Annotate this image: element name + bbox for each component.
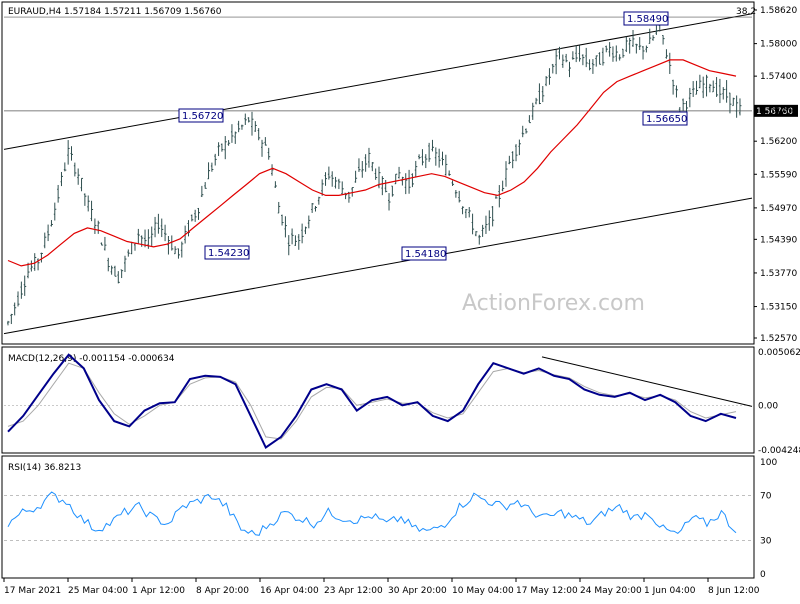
swing-label-text: 1.58490 xyxy=(627,14,668,25)
channel-lower-line xyxy=(3,197,753,335)
time-axis-tick: 8 Jun 12:00 xyxy=(708,586,760,596)
price-axis-tick: 1.54970 xyxy=(760,204,797,214)
price-axis-tick: 1.55590 xyxy=(760,170,797,180)
rsi-axis-tick: 70 xyxy=(760,492,772,502)
time-axis-tick: 1 Apr 12:00 xyxy=(132,586,185,596)
price-axis-tick: 1.56200 xyxy=(760,137,797,147)
macd-header: MACD(12,26,9) -0.001154 -0.000634 xyxy=(8,354,175,364)
price-axis-tick: 1.56760 xyxy=(760,107,797,117)
moving-average-line xyxy=(7,59,737,267)
swing-label-box xyxy=(623,11,669,26)
swing-price-label: 1.54180 xyxy=(401,246,447,261)
price-series-layer: 1.56720 1.54230 1.54180 1.58490 1.56650 1.567… xyxy=(3,11,798,335)
macd-main-line xyxy=(7,353,737,449)
time-axis-tick: 24 May 20:00 xyxy=(580,586,642,596)
swing-price-label: 1.54230 xyxy=(204,245,250,260)
swing-price-label: 1.56720 xyxy=(178,108,224,123)
swing-label-text: 1.54230 xyxy=(208,248,249,259)
swing-label-box xyxy=(401,246,447,261)
macd-axis-tick: 0.00 xyxy=(758,401,778,411)
current-price-tag xyxy=(754,104,798,117)
swing-price-label: 1.56650 xyxy=(642,111,688,126)
rsi-axis-tick: 0 xyxy=(760,570,766,580)
axis-labels-layer: 1.58620 1.58000 1.57400 1.56760 1.56200 1.555… xyxy=(3,6,800,596)
macd-signal-line xyxy=(7,362,737,440)
rsi-series-layer xyxy=(4,491,752,541)
fib-label: 38.2 xyxy=(736,7,756,17)
rsi-pane xyxy=(1,455,755,579)
swing-label-text: 1.56720 xyxy=(182,111,223,122)
time-axis-tick: 17 Mar 2021 xyxy=(4,586,61,596)
swing-price-label: 1.58490 xyxy=(623,11,669,26)
macd-trend-line xyxy=(541,356,753,407)
time-axis-tick: 30 Apr 20:00 xyxy=(388,586,447,596)
rsi-axis-tick: 30 xyxy=(760,536,772,546)
price-axis-tick: 1.53770 xyxy=(760,269,797,279)
price-axis-tick: 1.57400 xyxy=(760,72,797,82)
macd-axis-tick: -0.004248 xyxy=(758,446,800,456)
time-axis-tick: 8 Apr 20:00 xyxy=(196,586,249,596)
price-axis-tick: 1.58620 xyxy=(760,6,797,16)
price-axis-tick: 1.58000 xyxy=(760,40,797,50)
current-price-text: 1.56760 xyxy=(756,107,793,117)
swing-label-box xyxy=(642,111,688,126)
macd-pane xyxy=(1,346,755,454)
price-axis-tick: 1.54390 xyxy=(760,235,797,245)
time-axis-tick: 10 May 04:00 xyxy=(452,586,514,596)
time-axis-tick: 23 Apr 12:00 xyxy=(324,586,383,596)
price-pane xyxy=(1,1,755,345)
swing-label-text: 1.56650 xyxy=(646,114,687,125)
price-axis-tick: 1.52570 xyxy=(760,334,797,344)
time-axis-tick: 1 Jun 04:00 xyxy=(644,586,696,596)
time-axis-tick: 25 Mar 04:00 xyxy=(68,586,128,596)
rsi-axis-tick: 100 xyxy=(760,458,777,468)
time-axis-tick: 17 May 12:00 xyxy=(516,586,578,596)
swing-label-box xyxy=(204,245,250,260)
price-header: EURAUD,H4 1.57184 1.57211 1.56709 1.5676… xyxy=(8,7,222,17)
time-axis-tick: 16 Apr 04:00 xyxy=(260,586,319,596)
macd-series-layer xyxy=(4,353,753,449)
swing-label-box xyxy=(178,108,224,123)
rsi-header: RSI(14) 36.8213 xyxy=(8,463,81,473)
swing-label-text: 1.54180 xyxy=(405,249,446,260)
watermark: ActionForex.com xyxy=(462,291,645,316)
price-axis-tick: 1.53150 xyxy=(760,303,797,313)
rsi-line xyxy=(7,491,737,536)
macd-axis-tick: 0.005062 xyxy=(758,348,800,358)
channel-upper-line xyxy=(3,13,753,150)
